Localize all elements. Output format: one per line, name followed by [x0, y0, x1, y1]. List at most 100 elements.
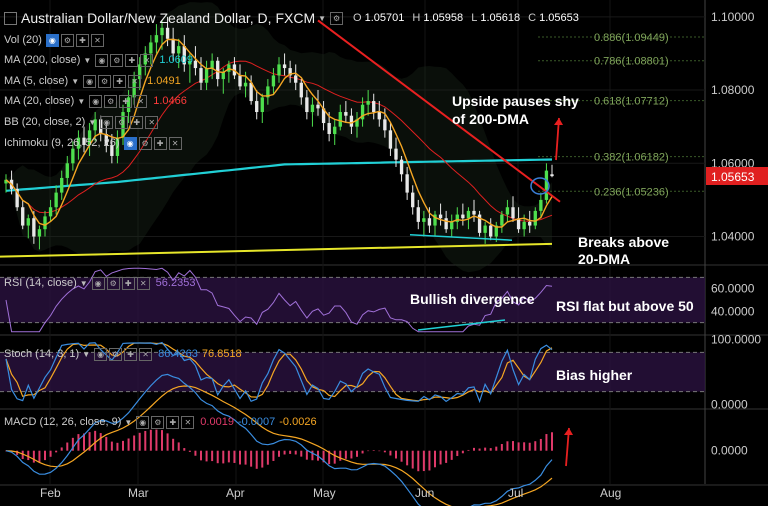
- close-icon[interactable]: ✕: [128, 74, 142, 88]
- ohlc-readout: O 1.05701 H 1.05958 L 1.05618 C 1.05653: [353, 12, 584, 24]
- candle-body: [21, 207, 25, 226]
- indicator-value: 86.4263: [158, 348, 198, 360]
- indicator-buttons: ◉ ⚙ ✚ ✕: [45, 33, 106, 47]
- close-icon[interactable]: ✕: [136, 276, 150, 290]
- indicator-buttons: ◉ ⚙ ✚ ✕: [95, 53, 155, 67]
- settings-icon[interactable]: ⚙: [330, 11, 344, 25]
- close-icon[interactable]: ✕: [139, 347, 153, 361]
- macd-legend[interactable]: MACD (12, 26, close, 9) ▼ ◉ ⚙ ✚ ✕ 0.0019 -0.…: [4, 415, 317, 429]
- close-icon[interactable]: ✕: [134, 94, 148, 108]
- candle-body: [344, 112, 348, 116]
- macd-histogram-bar: [551, 432, 553, 451]
- macd-histogram-bar: [38, 450, 41, 463]
- settings-icon[interactable]: ⚙: [151, 415, 165, 429]
- macd-histogram-bar: [155, 429, 158, 451]
- candle-body: [193, 60, 198, 69]
- chevron-down-icon[interactable]: ▼: [88, 117, 97, 127]
- more-icon[interactable]: ✚: [130, 115, 144, 129]
- symbol-square-icon[interactable]: [4, 11, 17, 25]
- macd-histogram-bar: [138, 432, 141, 451]
- chevron-down-icon[interactable]: ▼: [77, 96, 86, 106]
- close-icon[interactable]: ✕: [90, 33, 104, 47]
- candle-body: [271, 75, 276, 87]
- price-tick-label: 1.08000: [711, 83, 755, 97]
- macd-histogram-bar: [216, 450, 219, 464]
- more-icon[interactable]: ✚: [125, 53, 139, 67]
- eye-icon[interactable]: ◉: [100, 115, 114, 129]
- eye-icon[interactable]: ◉: [89, 94, 103, 108]
- eye-icon[interactable]: ◉: [136, 415, 150, 429]
- more-icon[interactable]: ✚: [113, 74, 127, 88]
- indicator-value: 56.2353: [155, 277, 196, 289]
- chevron-down-icon[interactable]: ▼: [82, 349, 91, 359]
- macd-histogram-bar: [417, 450, 420, 472]
- rsi-legend[interactable]: RSI (14, close) ▼ ◉ ⚙ ✚ ✕ 56.2353: [4, 276, 195, 290]
- eye-icon[interactable]: ◉: [45, 33, 59, 47]
- last-price-badge: [706, 167, 768, 186]
- stoch-legend[interactable]: Stoch (14, 3, 1) ▼ ◉ ⚙ ✚ ✕ 86.4263 76.8518: [4, 347, 242, 361]
- chevron-down-icon[interactable]: ▼: [79, 278, 88, 288]
- eye-icon[interactable]: ◉: [95, 53, 109, 67]
- indicator-legend-ma5[interactable]: MA (5, close) ▼ ◉ ⚙ ✚ ✕ 1.0491: [4, 74, 181, 88]
- macd-histogram-bar: [194, 450, 197, 456]
- candle-body: [160, 27, 164, 36]
- eye-icon[interactable]: ◉: [123, 136, 137, 150]
- macd-histogram-bar: [361, 450, 364, 454]
- macd-histogram-bar: [250, 450, 253, 467]
- macd-histogram-bar: [300, 450, 303, 457]
- candle-body: [477, 214, 482, 233]
- eye-icon[interactable]: ◉: [83, 74, 97, 88]
- close-icon[interactable]: ✕: [181, 415, 195, 429]
- indicator-legend-ichimoku[interactable]: Ichimoku (9, 26, 52, 26) ◉ ⚙ ✚ ✕: [4, 136, 188, 150]
- settings-icon[interactable]: ⚙: [115, 115, 129, 129]
- macd-histogram-bar: [328, 450, 331, 465]
- candle-body: [249, 82, 253, 102]
- macd-histogram-bar: [406, 450, 409, 466]
- indicator-legend-bb[interactable]: BB (20, close, 2) ▼ ◉ ⚙ ✚ ✕: [4, 115, 164, 129]
- macd-histogram-bar: [272, 450, 275, 461]
- indicator-legend-vol[interactable]: Vol (20) ◉ ⚙ ✚ ✕: [4, 33, 110, 47]
- chevron-down-icon[interactable]: ▼: [83, 55, 92, 65]
- more-icon[interactable]: ✚: [119, 94, 133, 108]
- symbol-title[interactable]: Australian Dollar/New Zealand Dollar, D,…: [21, 10, 316, 26]
- macd-histogram-bar: [110, 441, 113, 451]
- chevron-down-icon[interactable]: ▼: [124, 417, 133, 427]
- indicator-value: 1.0491: [147, 75, 181, 87]
- rsi-tick-label: 60.0000: [711, 282, 755, 296]
- more-icon[interactable]: ✚: [153, 136, 167, 150]
- indicator-legend-ma200[interactable]: MA (200, close) ▼ ◉ ⚙ ✚ ✕ 1.0609: [4, 53, 193, 67]
- more-icon[interactable]: ✚: [121, 276, 135, 290]
- settings-icon[interactable]: ⚙: [106, 276, 120, 290]
- more-icon[interactable]: ✚: [166, 415, 180, 429]
- settings-icon[interactable]: ⚙: [110, 53, 124, 67]
- chevron-down-icon[interactable]: ▼: [318, 13, 327, 23]
- close-icon[interactable]: ✕: [168, 136, 182, 150]
- settings-icon[interactable]: ⚙: [138, 136, 152, 150]
- candle-body: [533, 210, 537, 226]
- candle-body: [405, 174, 409, 193]
- macd-histogram-bar: [233, 450, 236, 463]
- ohlc-close: 1.05653: [539, 12, 579, 24]
- settings-icon[interactable]: ⚙: [60, 33, 74, 47]
- candle-body: [500, 214, 504, 226]
- close-icon[interactable]: ✕: [145, 115, 159, 129]
- macd-histogram-bar: [350, 450, 353, 459]
- eye-icon[interactable]: ◉: [91, 276, 105, 290]
- settings-icon[interactable]: ⚙: [98, 74, 112, 88]
- more-icon[interactable]: ✚: [124, 347, 138, 361]
- settings-icon[interactable]: ⚙: [104, 94, 118, 108]
- close-icon[interactable]: ✕: [140, 53, 154, 67]
- candle-body: [121, 112, 125, 138]
- macd-histogram-bar: [66, 442, 69, 451]
- indicator-label: Ichimoku (9, 26, 52, 26): [4, 137, 120, 149]
- candle-body: [138, 64, 142, 80]
- settings-icon[interactable]: ⚙: [109, 347, 123, 361]
- candle-body: [37, 229, 42, 237]
- eye-icon[interactable]: ◉: [94, 347, 108, 361]
- chart-header: Australian Dollar/New Zealand Dollar, D,…: [4, 9, 584, 27]
- more-icon[interactable]: ✚: [75, 33, 89, 47]
- chevron-down-icon[interactable]: ▼: [71, 76, 80, 86]
- indicator-legend-ma20[interactable]: MA (20, close) ▼ ◉ ⚙ ✚ ✕ 1.0466: [4, 94, 187, 108]
- candle-body: [82, 137, 86, 145]
